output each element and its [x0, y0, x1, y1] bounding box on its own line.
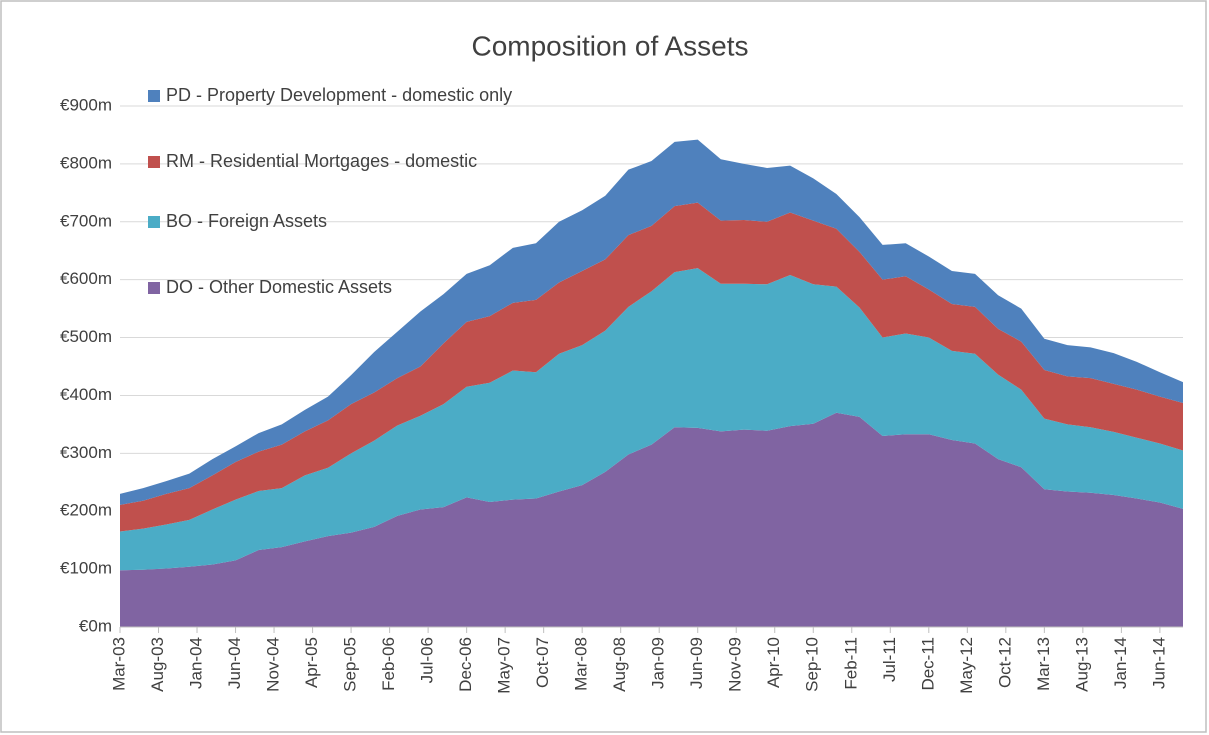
x-tick-label: Mar-03: [109, 637, 128, 691]
x-tick-label: Jan-09: [649, 637, 668, 689]
area: [120, 139, 1183, 505]
legend-swatch: [148, 282, 160, 294]
x-tick-label: Jul-06: [418, 637, 437, 683]
x-tick-label: Oct-12: [995, 637, 1014, 688]
x-tick-label: Jul-11: [880, 637, 899, 682]
area: [120, 412, 1183, 627]
x-tick-label: Nov-04: [264, 637, 283, 692]
y-tick-label: €700m: [60, 211, 112, 230]
x-tick-label: Jan-14: [1111, 637, 1130, 689]
legend-label: RM - Residential Mortgages - domestic: [166, 151, 477, 171]
x-tick-label: Dec-11: [918, 637, 937, 691]
y-tick-label: €800m: [60, 153, 112, 172]
x-tick-label: Oct-07: [533, 637, 552, 688]
x-tick-label: Sep-05: [341, 637, 360, 692]
legend-swatch: [148, 216, 160, 228]
x-tick-label: Aug-13: [1072, 637, 1091, 692]
x-tick-label: Jun-09: [687, 637, 706, 689]
y-tick-label: €600m: [60, 269, 112, 288]
y-tick-label: €200m: [60, 501, 112, 520]
legend-swatch: [148, 90, 160, 102]
area: [120, 202, 1183, 532]
area: [120, 268, 1183, 571]
chart-title: Composition of Assets: [471, 30, 748, 61]
y-tick-label: €300m: [60, 443, 112, 462]
x-tick-label: Aug-08: [610, 637, 629, 692]
x-tick-label: Jan-04: [187, 637, 206, 689]
x-tick-label: Feb-11: [841, 637, 860, 690]
legend-label: DO - Other Domestic Assets: [166, 277, 392, 297]
x-tick-label: Nov-09: [726, 637, 745, 692]
x-tick-label: Mar-08: [572, 637, 591, 691]
x-tick-label: Feb-06: [379, 637, 398, 691]
legend-label: PD - Property Development - domestic onl…: [166, 85, 512, 105]
x-tick-label: Mar-13: [1034, 637, 1053, 691]
y-tick-label: €500m: [60, 327, 112, 346]
x-tick-label: Apr-10: [764, 637, 783, 688]
x-tick-label: Jun-14: [1149, 637, 1168, 689]
x-tick-label: Aug-03: [148, 637, 167, 692]
x-tick-label: Apr-05: [302, 637, 321, 688]
x-tick-label: May-07: [495, 637, 514, 694]
y-tick-label: €900m: [60, 95, 112, 114]
legend-label: BO - Foreign Assets: [166, 211, 327, 231]
x-tick-label: Jun-04: [225, 637, 244, 689]
legend-swatch: [148, 156, 160, 168]
x-tick-label: Sep-10: [803, 637, 822, 692]
x-tick-label: Dec-06: [456, 637, 475, 692]
y-tick-label: €0m: [79, 616, 112, 635]
y-tick-label: €400m: [60, 385, 112, 404]
x-tick-label: May-12: [957, 637, 976, 694]
y-tick-label: €100m: [60, 559, 112, 578]
